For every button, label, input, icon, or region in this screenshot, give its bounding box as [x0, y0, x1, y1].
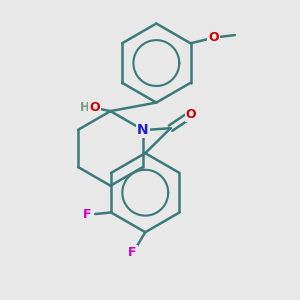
Text: N: N: [137, 123, 148, 137]
Text: H: H: [80, 101, 89, 114]
Text: O: O: [185, 108, 196, 121]
Text: F: F: [83, 208, 92, 220]
Text: O: O: [89, 101, 100, 114]
Text: O: O: [208, 31, 219, 44]
Text: F: F: [128, 246, 136, 259]
